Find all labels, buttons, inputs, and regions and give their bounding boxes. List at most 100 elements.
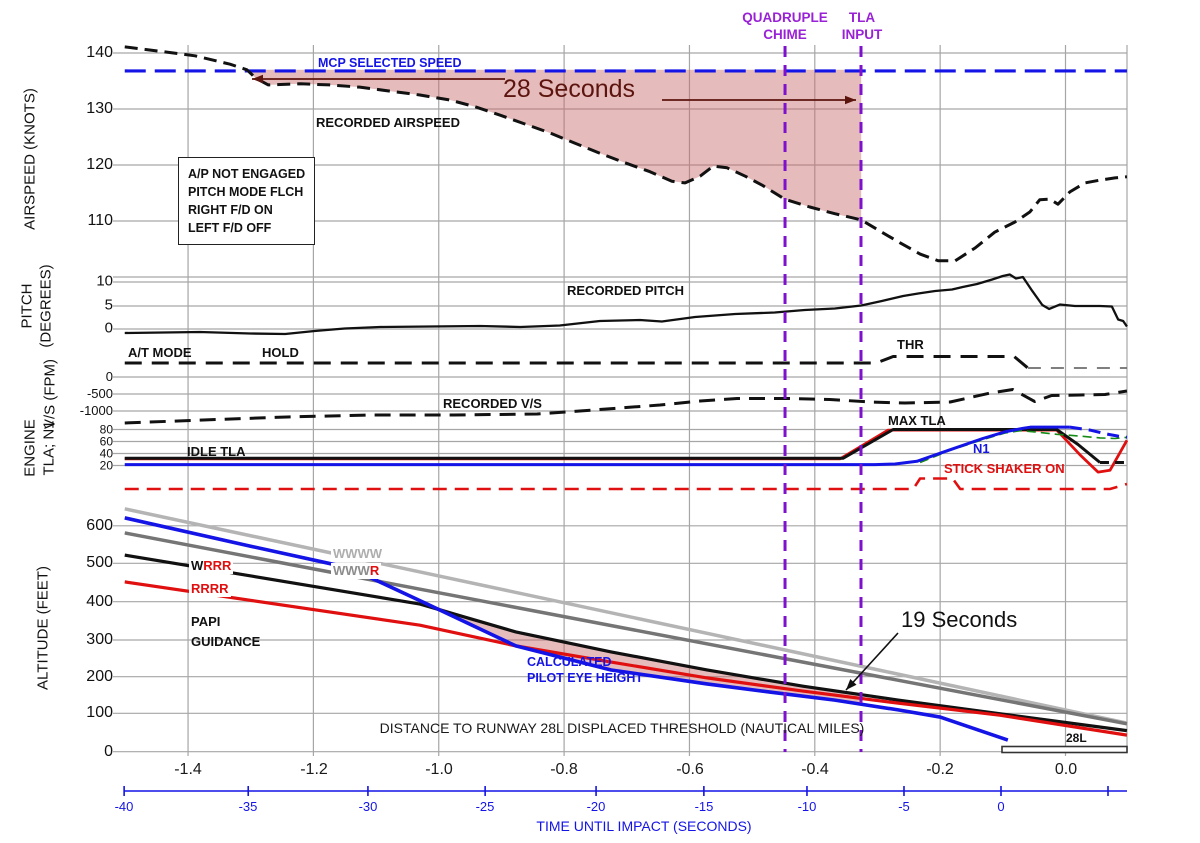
recorded-vs-line [124,388,1128,425]
n1-green-line [919,429,1128,464]
status-line: LEFT F/D OFF [188,221,272,235]
status-line: RIGHT F/D ON [188,203,273,217]
papi-guidance-label: PAPI GUIDANCE [191,614,261,650]
mcp-speed-label: MCP SELECTED SPEED [318,56,462,70]
dist-tick-m1p2: -1.2 [300,761,328,778]
dist-axis-label: DISTANCE TO RUNWAY 28L DISPLACED THRESHO… [379,720,865,736]
engine-tick-60: 60 [99,434,113,448]
altitude-tick-200: 200 [86,667,113,685]
airspeed-tick-130: 130 [86,100,113,117]
altitude-tick-400: 400 [86,592,113,610]
wwwr-label: WWWR [331,563,382,580]
dist-tick-0p0: 0.0 [1054,761,1078,778]
arrowhead [845,95,856,105]
axis-title-airspeed: AIRSPEED (KNOTS) [21,88,39,230]
altitude-tick-300: 300 [86,631,113,648]
recorded-pitch-line [124,273,1128,336]
papi-wwww-line [124,507,1128,725]
recorded-vs-label: RECORDED V/S [443,396,542,411]
time-tick-m5: -5 [898,799,910,814]
n1-blue-tail-line [1069,425,1128,439]
dist-tick-m0p6: -0.6 [676,761,704,778]
axis-title-pitch: PITCH (DEGREES) [18,264,54,348]
rrrr-label: RRRR [189,581,231,598]
time-axis-layer [123,745,1128,796]
airspeed-tick-110: 110 [87,212,113,229]
status-line: PITCH MODE FLCH [188,185,304,199]
time-tick-m35: -35 [238,799,258,814]
recorded-airspeed-line [124,45,1128,263]
pitch-tick-0: 0 [104,319,113,337]
idle-tla-label: IDLE TLA [187,444,246,459]
at-mode-label: A/T MODE [128,345,192,360]
stick-shaker-line-line [124,477,1128,491]
papi-wwwr-line [124,531,1128,726]
dist-tick-m1p4: -1.4 [174,761,202,778]
thr-label: THR [897,337,924,352]
time-tick-m40: -40 [114,799,134,814]
speed-loss-region [246,69,862,220]
recorded-airspeed-label: RECORDED AIRSPEED [316,115,460,130]
wwwr-label-part: WWW [333,563,370,578]
event-lines-layer [783,46,863,752]
tla-black-line [124,428,1101,464]
time-tick-m30: -30 [358,799,378,814]
axis-title-altitude: ALTITUDE (FEET) [34,566,52,690]
autopilot-status-box: A/P NOT ENGAGED PITCH MODE FLCH RIGHT F/… [178,157,316,245]
pitch-tick-5: 5 [104,296,113,314]
engine-tick-40: 40 [99,446,113,460]
wrrr-label: WRRR [189,558,234,575]
quadruple-chime-label: QUADRUPLE CHIME [742,10,828,42]
data-series-layer [124,45,1129,742]
tla-input-label: TLA INPUT [841,10,883,42]
dist-tick-m0p4: -0.4 [801,761,829,778]
airspeed-tick-120: 120 [86,156,113,173]
dist-tick-m1p0: -1.0 [425,761,453,778]
pitch-tick-10: 10 [96,272,113,290]
altitude-tick-0: 0 [104,742,113,760]
label-28-seconds: 28 Seconds [503,75,636,103]
arrowhead [846,679,857,690]
dist-tick-m0p8: -0.8 [550,761,578,778]
vs-tick-m1000: -1000 [79,402,113,418]
axis-title-engine: ENGINE TLA; N1 [21,419,57,477]
dist-tick-m0p2: -0.2 [926,761,954,778]
arrowhead [252,74,263,84]
time-axis-label: TIME UNTIL IMPACT (SECONDS) [536,818,752,834]
label-19-seconds: 19 Seconds [901,607,1018,632]
status-line: A/P NOT ENGAGED [188,167,306,181]
rrrr-label-part: RRRR [191,581,229,596]
at-mode-line [124,355,1029,370]
papi-wrrr-line [124,553,1128,733]
altitude-tick-600: 600 [86,516,113,534]
calc-eye-label: CALCULATED PILOT EYE HEIGHT [527,655,643,686]
vs-tick-m500: -500 [86,385,113,401]
runway-28l-label: 28L [1066,731,1087,745]
annotation-arrows-layer [252,74,899,691]
altitude-tick-500: 500 [86,554,113,572]
airspeed-tick-140: 140 [86,44,113,61]
time-tick-m25: -25 [475,799,495,814]
runway-symbol [1001,745,1128,754]
vs-tick-0: 0 [105,368,113,384]
wwww-label-part: WWWW [333,546,383,561]
recorded-pitch-label: RECORDED PITCH [567,283,685,298]
altitude-tick-100: 100 [86,704,113,722]
max-tla-label: MAX TLA [888,413,946,428]
wrrr-label-part: W [191,558,204,573]
time-tick-m15: -15 [694,799,714,814]
wrrr-label-part: RRR [203,558,232,573]
n1-label: N1 [973,441,990,456]
time-tick-m20: -20 [586,799,606,814]
papi-rrrr-line [124,580,1128,737]
time-tick-m10: -10 [797,799,817,814]
wwww-label: WWWW [331,546,385,563]
stick-shaker-label: STICK SHAKER ON [944,461,1065,476]
engine-tick-80: 80 [99,422,113,436]
hold-label: HOLD [262,345,299,360]
time-tick-0: 0 [997,799,1005,814]
annotation-arrow [845,632,899,691]
wwwr-label-part: R [369,563,380,578]
